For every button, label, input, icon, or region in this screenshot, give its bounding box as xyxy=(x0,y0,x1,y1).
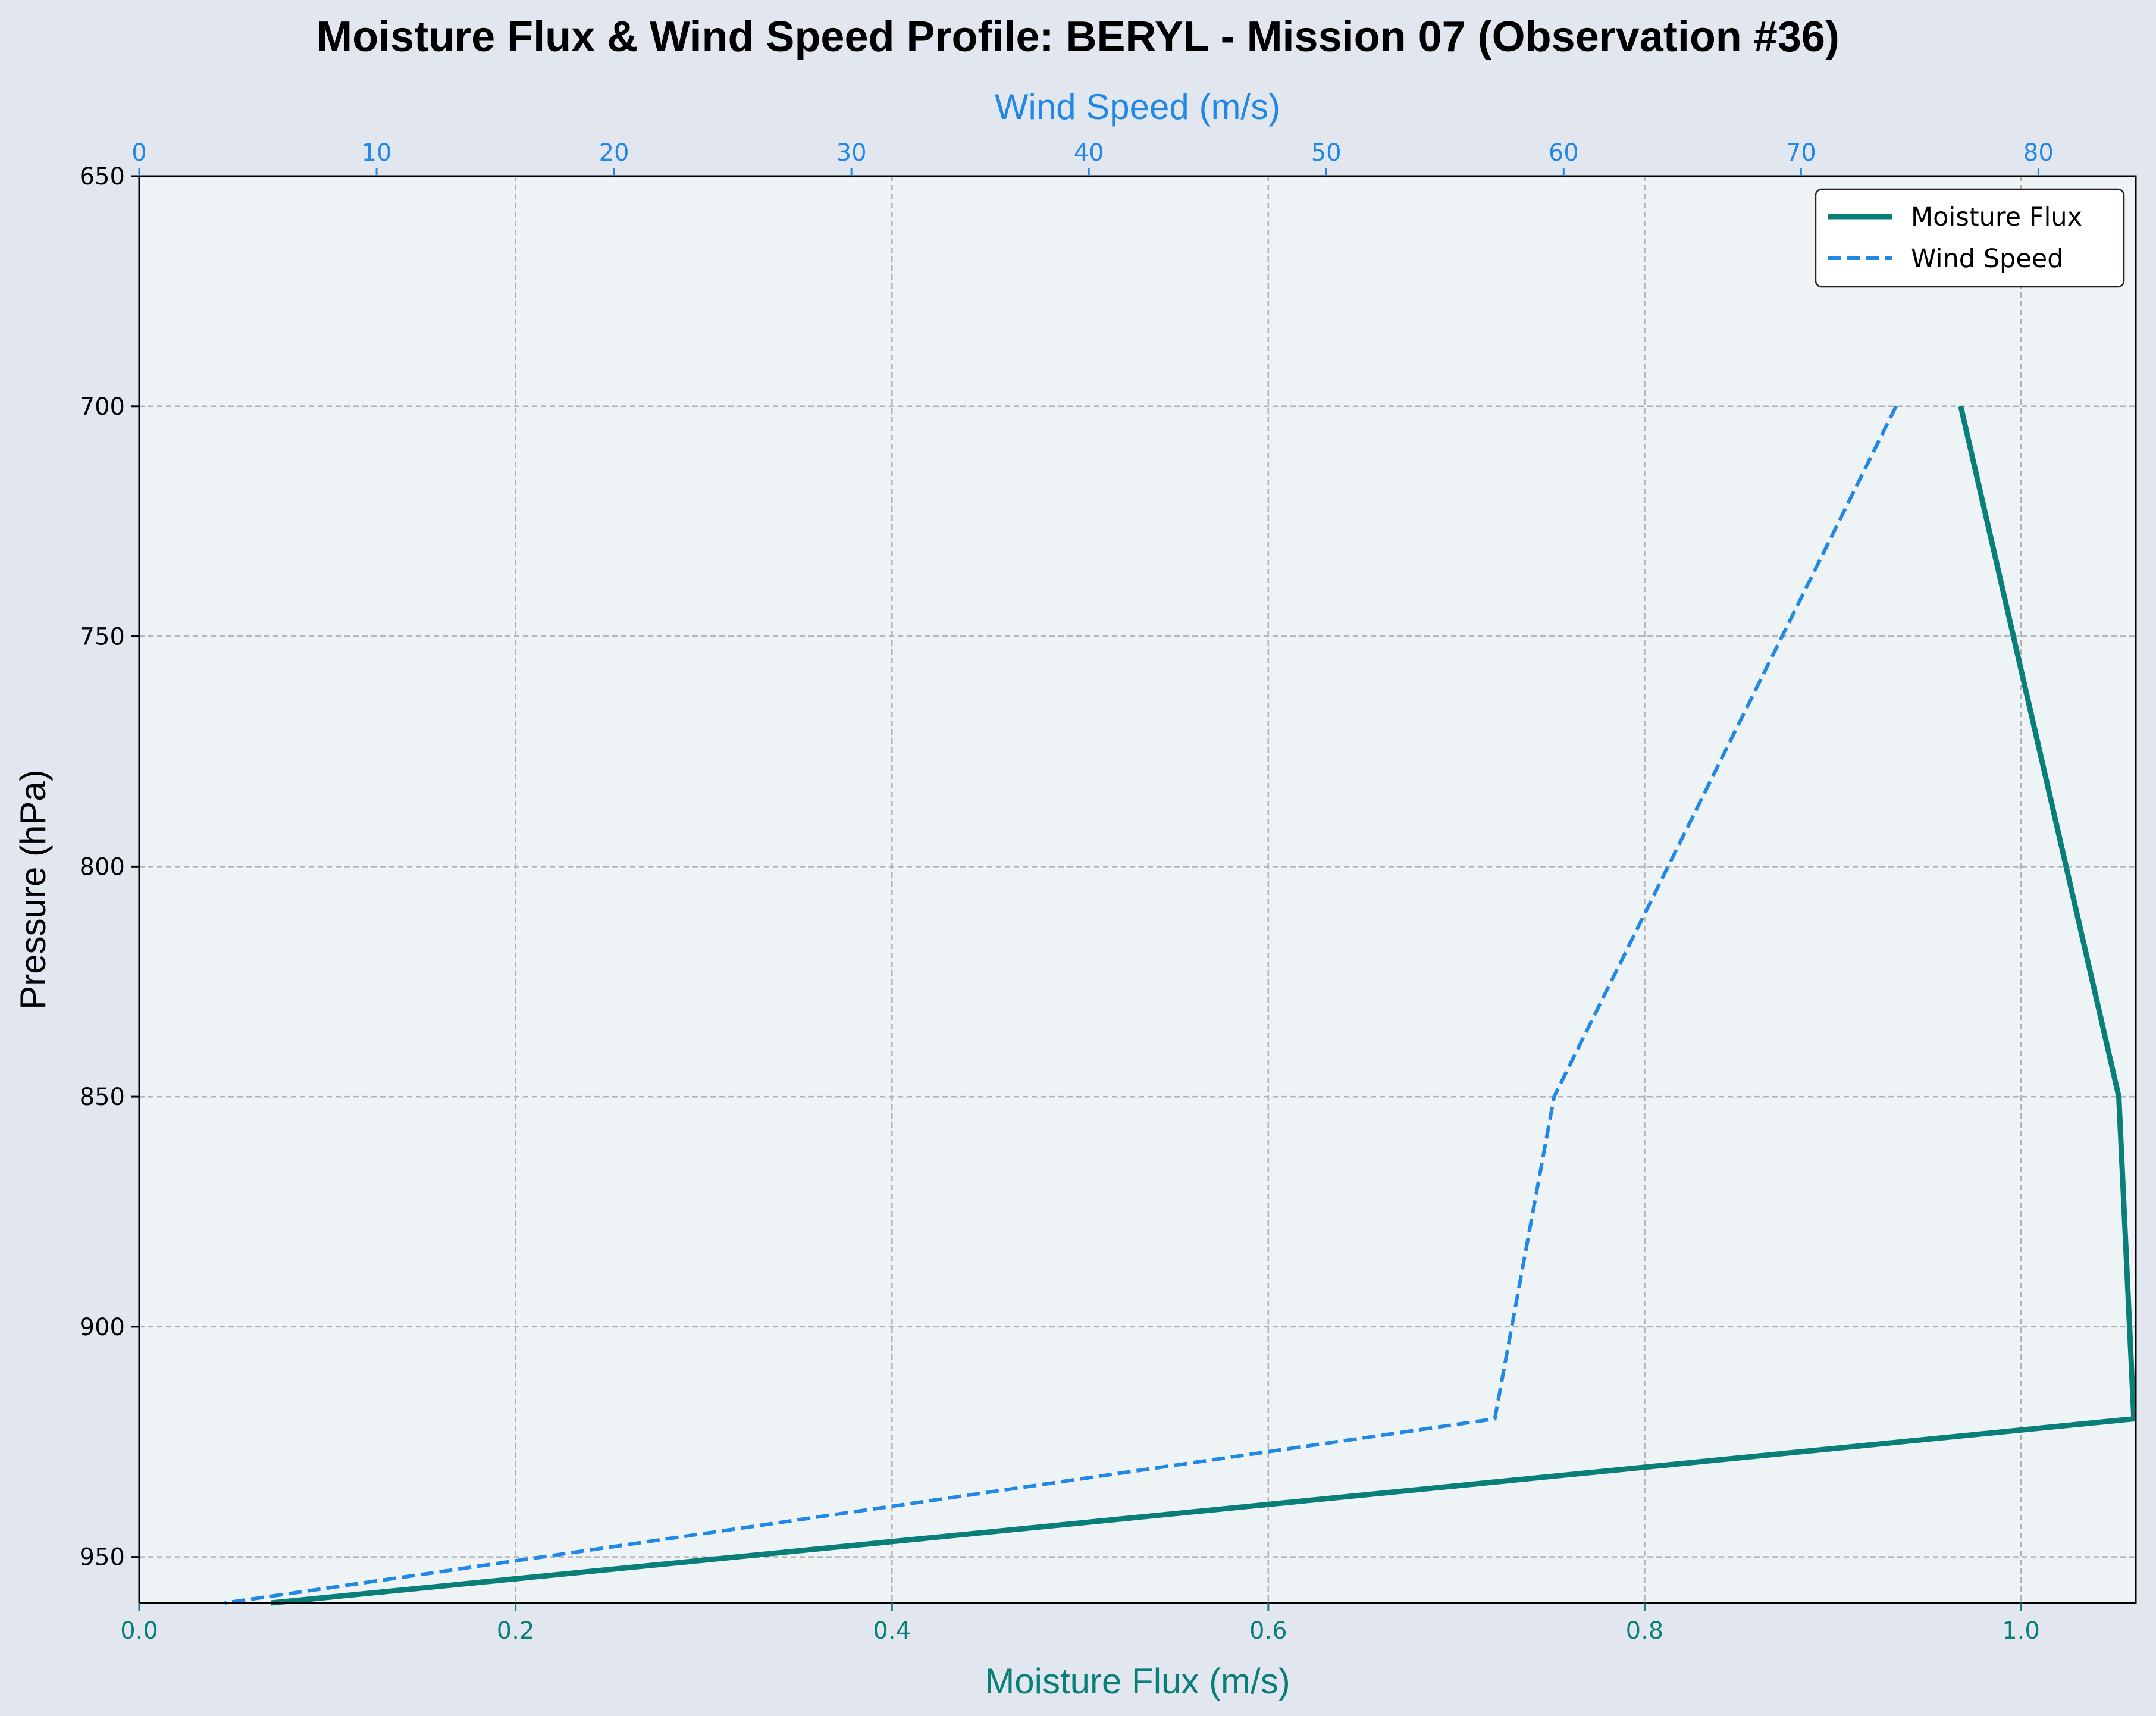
axes: 650 700 750 800 850 900 950 0.0 0.2 0.4 0.6 0.8 1.0 0… xyxy=(80,139,2054,1645)
x-bottom-tick-label: 0.8 xyxy=(1626,1617,1664,1645)
x-top-tick-label: 20 xyxy=(599,139,629,167)
legend-box xyxy=(1815,188,2125,288)
y-tick-label: 750 xyxy=(80,624,125,651)
grid xyxy=(139,176,2136,1603)
x-top-tick-label: 40 xyxy=(1074,139,1104,167)
legend: Moisture Flux Wind Speed xyxy=(1815,188,2125,288)
legend-label: Moisture Flux xyxy=(1911,202,2082,232)
series-layer xyxy=(224,405,2137,1606)
plot-frame xyxy=(138,175,2137,1604)
x-top-tick-label: 10 xyxy=(362,139,392,167)
chart-title: Moisture Flux & Wind Speed Profile: BERY… xyxy=(316,13,1840,61)
legend-label: Wind Speed xyxy=(1911,244,2064,274)
x-top-tick-label: 80 xyxy=(2023,139,2054,167)
x-top-tick-label: 30 xyxy=(836,139,867,167)
x-bottom-tick-label: 1.0 xyxy=(2002,1617,2040,1645)
y-tick-label: 800 xyxy=(80,853,125,881)
x-axis-label-top: Wind Speed (m/s) xyxy=(995,87,1280,127)
y-tick-label: 650 xyxy=(80,163,125,190)
series-line-wind-speed xyxy=(224,405,1898,1605)
y-axis-label: Pressure (hPa) xyxy=(13,769,53,1009)
y-tick-label: 850 xyxy=(80,1084,125,1111)
x-top-tick-label: 50 xyxy=(1311,139,1342,167)
y-tick-label: 950 xyxy=(80,1544,125,1571)
y-tick-label: 700 xyxy=(80,393,125,421)
x-top-tick-label: 70 xyxy=(1786,139,1816,167)
x-bottom-tick-label: 0.6 xyxy=(1249,1617,1287,1645)
x-bottom-tick-label: 0.0 xyxy=(120,1617,158,1645)
x-bottom-tick-label: 0.4 xyxy=(873,1617,911,1645)
plot-area xyxy=(139,176,2136,1603)
x-top-tick-label: 0 xyxy=(131,139,146,167)
series-line-moisture-flux xyxy=(270,405,2137,1606)
y-tick-label: 900 xyxy=(80,1314,125,1341)
x-top-tick-label: 60 xyxy=(1549,139,1579,167)
x-bottom-tick-label: 0.2 xyxy=(497,1617,535,1645)
x-axis-label-bottom: Moisture Flux (m/s) xyxy=(985,1661,1290,1701)
